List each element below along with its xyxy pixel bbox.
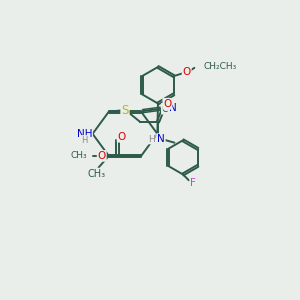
Text: O: O: [98, 151, 106, 161]
Text: H: H: [81, 136, 88, 145]
Text: O: O: [183, 67, 191, 77]
Text: NH: NH: [76, 129, 92, 139]
Text: CH₃: CH₃: [88, 169, 106, 178]
Text: N: N: [157, 134, 165, 144]
Text: O: O: [163, 99, 172, 109]
Text: N: N: [169, 103, 176, 113]
Text: O: O: [118, 132, 126, 142]
Text: S: S: [121, 104, 129, 117]
Text: F: F: [190, 178, 196, 188]
Text: CH₂CH₃: CH₂CH₃: [204, 62, 237, 71]
Text: H: H: [148, 135, 155, 144]
Text: CH₃: CH₃: [71, 152, 88, 160]
Text: C: C: [162, 104, 169, 114]
